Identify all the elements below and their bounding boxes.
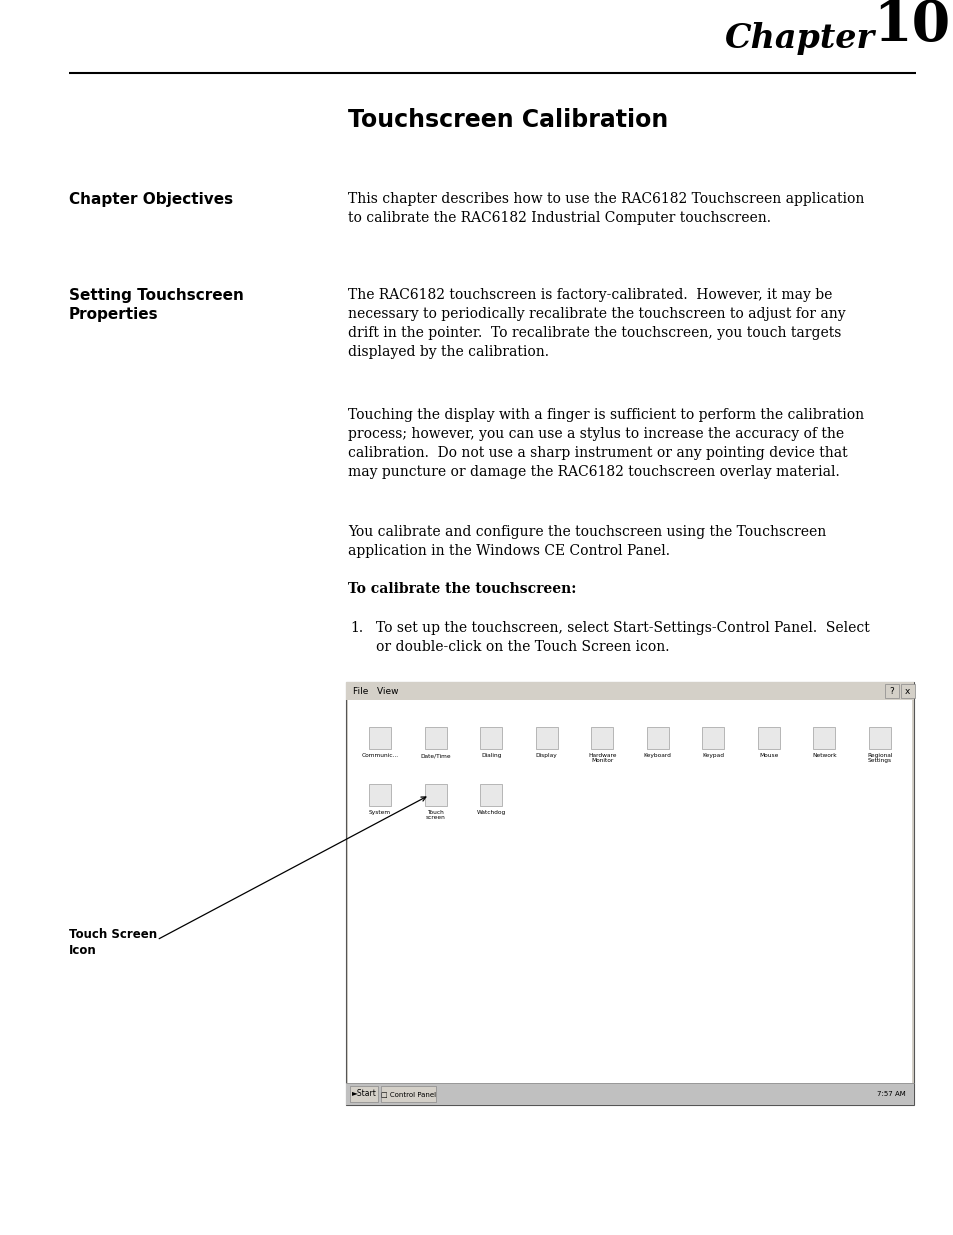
Text: To calibrate the touchscreen:: To calibrate the touchscreen: xyxy=(348,582,576,597)
Text: Setting Touchscreen
Properties: Setting Touchscreen Properties xyxy=(69,288,243,322)
Text: Touchscreen Calibration: Touchscreen Calibration xyxy=(348,107,668,132)
Text: Chapter: Chapter xyxy=(724,22,874,56)
Text: The RAC6182 touchscreen is factory-calibrated.  However, it may be
necessary to : The RAC6182 touchscreen is factory-calib… xyxy=(348,288,845,359)
Bar xyxy=(369,784,391,806)
Bar xyxy=(348,700,911,1083)
Bar xyxy=(701,727,723,748)
Text: System: System xyxy=(369,810,391,815)
Bar xyxy=(536,727,558,748)
Text: Regional
Settings: Regional Settings xyxy=(866,753,892,763)
Bar xyxy=(646,727,668,748)
Bar xyxy=(381,1086,436,1102)
Text: 10: 10 xyxy=(872,0,949,53)
Bar xyxy=(424,784,446,806)
Text: You calibrate and configure the touchscreen using the Touchscreen
application in: You calibrate and configure the touchscr… xyxy=(348,525,825,558)
Text: 1.: 1. xyxy=(350,621,363,635)
Text: Dialing: Dialing xyxy=(480,753,500,758)
Text: This chapter describes how to use the RAC6182 Touchscreen application
to calibra: This chapter describes how to use the RA… xyxy=(348,191,863,225)
Bar xyxy=(813,727,835,748)
Text: Mouse: Mouse xyxy=(759,753,778,758)
Bar xyxy=(424,727,446,748)
Text: 7:57 AM: 7:57 AM xyxy=(876,1091,905,1097)
Bar xyxy=(346,682,913,1105)
Text: □ Control Panel: □ Control Panel xyxy=(381,1091,436,1097)
Bar xyxy=(591,727,613,748)
Text: Watchdog: Watchdog xyxy=(476,810,505,815)
Bar xyxy=(350,1086,377,1102)
Text: Chapter Objectives: Chapter Objectives xyxy=(69,191,233,207)
Text: File   View: File View xyxy=(353,687,398,695)
Text: Network: Network xyxy=(811,753,836,758)
Bar xyxy=(868,727,890,748)
Text: Display: Display xyxy=(536,753,557,758)
Text: ►Start: ►Start xyxy=(352,1089,376,1098)
Bar xyxy=(900,684,914,698)
Bar xyxy=(346,1083,913,1105)
Bar xyxy=(369,727,391,748)
Text: Hardware
Monitor: Hardware Monitor xyxy=(587,753,616,763)
Text: Keyboard: Keyboard xyxy=(643,753,671,758)
Bar xyxy=(479,727,501,748)
Text: To set up the touchscreen, select Start-Settings-Control Panel.  Select
or doubl: To set up the touchscreen, select Start-… xyxy=(375,621,869,655)
Text: Date/Time: Date/Time xyxy=(420,753,451,758)
Bar xyxy=(346,682,913,700)
Text: Keypad: Keypad xyxy=(701,753,723,758)
Text: Touch Screen
Icon: Touch Screen Icon xyxy=(69,927,156,957)
Bar xyxy=(479,784,501,806)
Text: Touching the display with a finger is sufficient to perform the calibration
proc: Touching the display with a finger is su… xyxy=(348,408,863,479)
Text: Touch
screen: Touch screen xyxy=(425,810,445,820)
Bar xyxy=(884,684,898,698)
Text: ?: ? xyxy=(888,687,893,695)
Text: x: x xyxy=(904,687,909,695)
Text: Communic...: Communic... xyxy=(361,753,398,758)
Bar xyxy=(757,727,780,748)
